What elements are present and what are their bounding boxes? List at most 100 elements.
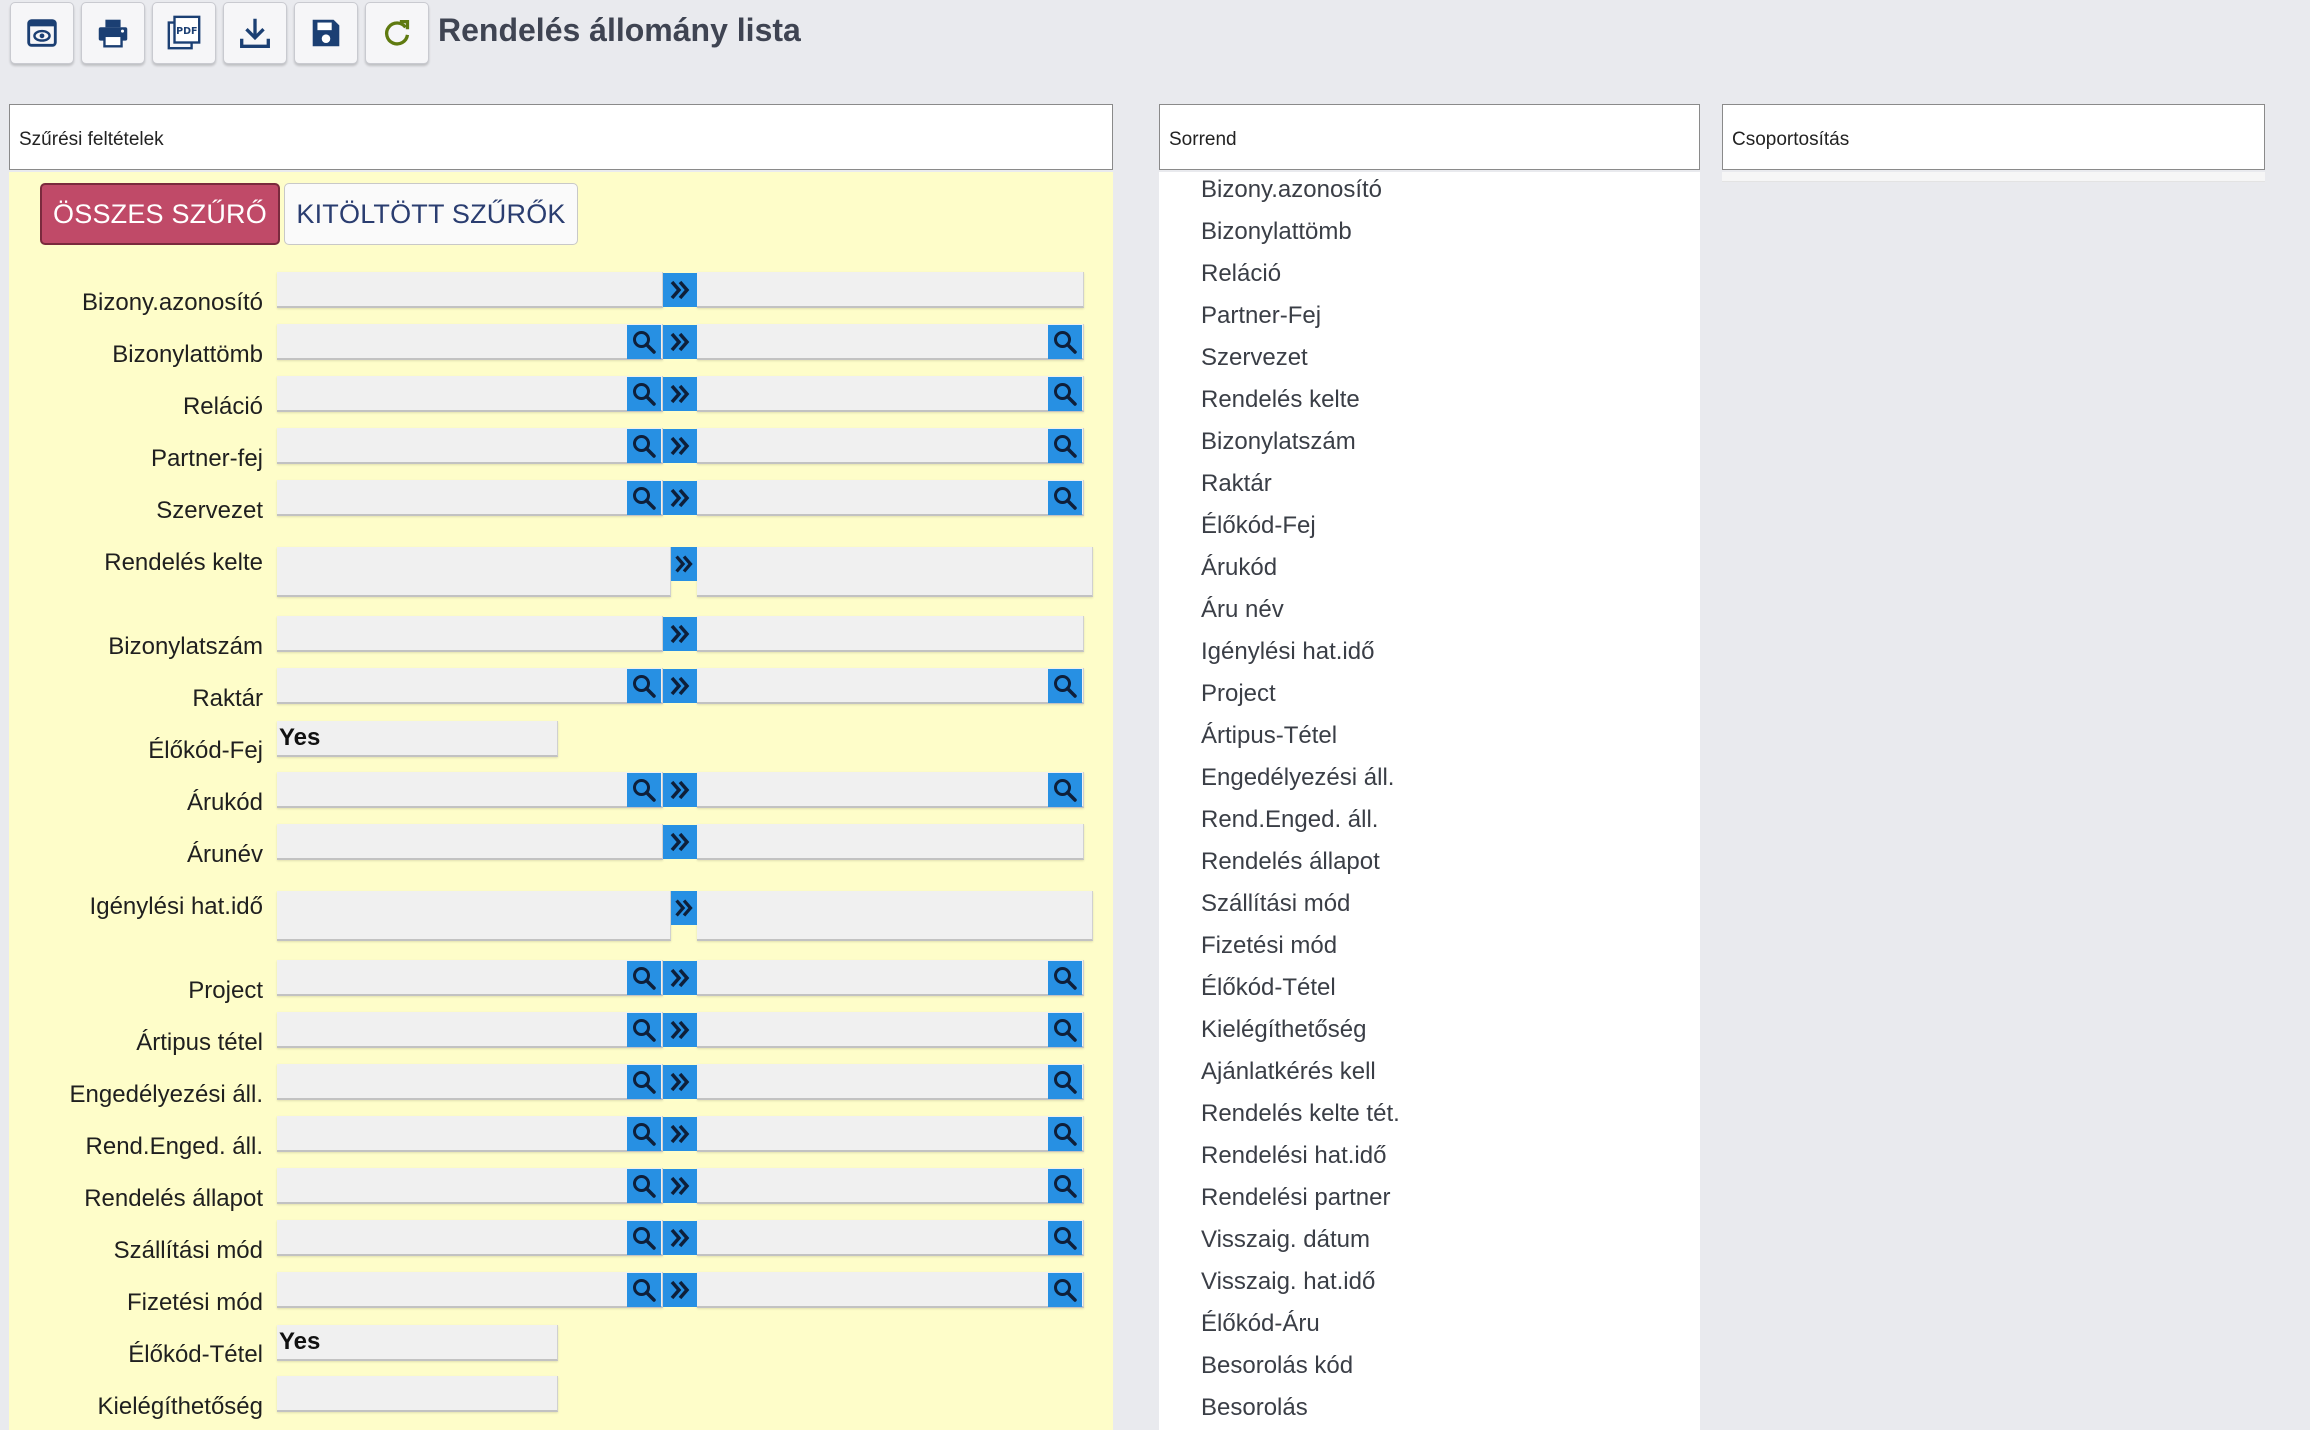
search-icon[interactable]: [1048, 1065, 1082, 1099]
search-icon[interactable]: [1048, 1013, 1082, 1047]
search-icon[interactable]: [627, 481, 661, 515]
search-icon[interactable]: [627, 1273, 661, 1307]
search-icon[interactable]: [627, 429, 661, 463]
double-chevron-right-icon[interactable]: [663, 273, 697, 307]
sort-list-item[interactable]: Kielégíthetőség: [1201, 1016, 1367, 1043]
sort-list-item[interactable]: Besorolás kód: [1201, 1352, 1354, 1379]
search-icon[interactable]: [1048, 325, 1082, 359]
sort-list-item[interactable]: Rendelési hat.idő: [1201, 1142, 1387, 1169]
sort-list-item[interactable]: Szállítási mód: [1201, 890, 1351, 917]
search-icon[interactable]: [627, 773, 661, 807]
filter-from-input[interactable]: [277, 1012, 663, 1048]
date-from-input[interactable]: [277, 547, 671, 597]
sort-list-item[interactable]: Áru név: [1201, 596, 1284, 623]
sort-list-item[interactable]: Ártipus-Tétel: [1201, 722, 1338, 749]
double-chevron-right-icon[interactable]: [663, 669, 697, 703]
double-chevron-right-icon[interactable]: [663, 1273, 697, 1307]
search-icon[interactable]: [1048, 429, 1082, 463]
filter-to-input[interactable]: [697, 772, 1084, 808]
sort-panel-header[interactable]: Sorrend: [1159, 104, 1700, 170]
filters-panel-header[interactable]: Szűrési feltételek: [9, 104, 1113, 170]
filter-from-input[interactable]: [277, 324, 663, 360]
filter-to-input[interactable]: [697, 1272, 1084, 1308]
sort-list-item[interactable]: Szervezet: [1201, 344, 1308, 371]
double-chevron-right-icon[interactable]: [663, 1221, 697, 1255]
search-icon[interactable]: [1048, 481, 1082, 515]
search-icon[interactable]: [627, 961, 661, 995]
search-icon[interactable]: [1048, 961, 1082, 995]
print-button[interactable]: [81, 2, 145, 64]
filter-from-input[interactable]: [277, 1064, 663, 1100]
double-chevron-right-icon[interactable]: [663, 1065, 697, 1099]
sort-list-item[interactable]: Raktár: [1201, 470, 1272, 497]
sort-list-item[interactable]: Besorolás: [1201, 1394, 1308, 1421]
filter-to-input[interactable]: [697, 272, 1084, 308]
filter-to-input[interactable]: [697, 428, 1084, 464]
refresh-button[interactable]: [365, 2, 429, 64]
search-icon[interactable]: [1048, 1221, 1082, 1255]
save-button[interactable]: [294, 2, 358, 64]
date-from-input[interactable]: [277, 891, 671, 941]
search-icon[interactable]: [1048, 1117, 1082, 1151]
tab-filled-filters[interactable]: KITÖLTÖTT SZŰRŐK: [284, 183, 578, 245]
sort-list-item[interactable]: Bizony.azonosító: [1201, 176, 1382, 203]
sort-list-item[interactable]: Bizonylattömb: [1201, 218, 1352, 245]
sort-list-item[interactable]: Visszaig. hat.idő: [1201, 1268, 1376, 1295]
filter-to-input[interactable]: [697, 668, 1084, 704]
double-chevron-right-icon[interactable]: [663, 325, 697, 359]
filter-to-input[interactable]: [697, 1220, 1084, 1256]
filter-to-input[interactable]: [697, 1064, 1084, 1100]
filter-to-input[interactable]: [697, 1116, 1084, 1152]
filter-from-input[interactable]: [277, 824, 663, 860]
double-chevron-right-icon[interactable]: [663, 773, 697, 807]
search-icon[interactable]: [1048, 773, 1082, 807]
sort-list-item[interactable]: Engedélyezési áll.: [1201, 764, 1395, 791]
search-icon[interactable]: [627, 1169, 661, 1203]
filter-from-input[interactable]: [277, 428, 663, 464]
double-chevron-right-icon[interactable]: [663, 825, 697, 859]
search-icon[interactable]: [627, 1065, 661, 1099]
double-chevron-right-icon[interactable]: [663, 961, 697, 995]
filter-from-input[interactable]: [277, 960, 663, 996]
sort-list-item[interactable]: Élőkód-Áru: [1201, 1310, 1320, 1337]
filter-to-input[interactable]: [697, 324, 1084, 360]
filter-from-input[interactable]: [277, 668, 663, 704]
sort-list-item[interactable]: Rendelési partner: [1201, 1184, 1391, 1211]
double-chevron-right-icon[interactable]: [663, 617, 697, 651]
filter-value[interactable]: Yes: [277, 1325, 558, 1361]
preview-button[interactable]: [10, 2, 74, 64]
filter-from-input[interactable]: [277, 616, 663, 652]
filter-value[interactable]: [277, 1376, 558, 1412]
search-icon[interactable]: [1048, 1273, 1082, 1307]
sort-list-item[interactable]: Visszaig. dátum: [1201, 1226, 1370, 1253]
pdf-button[interactable]: PDF: [152, 2, 216, 64]
filter-from-input[interactable]: [277, 376, 663, 412]
sort-list-item[interactable]: Project: [1201, 680, 1276, 707]
filter-to-input[interactable]: [697, 960, 1084, 996]
search-icon[interactable]: [627, 377, 661, 411]
filter-to-input[interactable]: [697, 376, 1084, 412]
tab-all-filters[interactable]: ÖSSZES SZŰRŐ: [40, 183, 280, 245]
search-icon[interactable]: [1048, 1169, 1082, 1203]
sort-list-item[interactable]: Fizetési mód: [1201, 932, 1338, 959]
filter-from-input[interactable]: [277, 1168, 663, 1204]
double-chevron-right-icon[interactable]: [663, 481, 697, 515]
filter-value[interactable]: Yes: [277, 721, 558, 757]
double-chevron-right-icon[interactable]: [671, 547, 697, 581]
filter-from-input[interactable]: [277, 480, 663, 516]
sort-list-item[interactable]: Igénylési hat.idő: [1201, 638, 1375, 665]
double-chevron-right-icon[interactable]: [671, 891, 697, 925]
search-icon[interactable]: [627, 1117, 661, 1151]
filter-to-input[interactable]: [697, 824, 1084, 860]
search-icon[interactable]: [627, 1013, 661, 1047]
search-icon[interactable]: [627, 1221, 661, 1255]
filter-from-input[interactable]: [277, 772, 663, 808]
sort-list-item[interactable]: Bizonylatszám: [1201, 428, 1356, 455]
filter-to-input[interactable]: [697, 1012, 1084, 1048]
search-icon[interactable]: [1048, 669, 1082, 703]
sort-list-item[interactable]: Élőkód-Fej: [1201, 512, 1316, 539]
group-panel-header[interactable]: Csoportosítás: [1722, 104, 2265, 170]
double-chevron-right-icon[interactable]: [663, 1013, 697, 1047]
double-chevron-right-icon[interactable]: [663, 429, 697, 463]
filter-from-input[interactable]: [277, 1272, 663, 1308]
